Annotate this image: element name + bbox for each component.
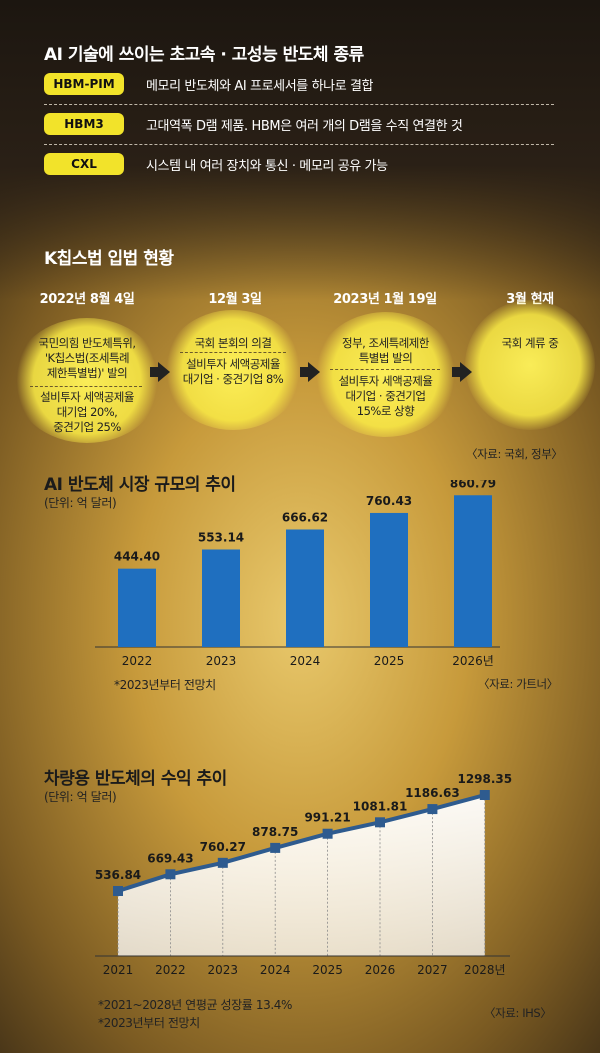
arrow-right-icon <box>452 362 472 382</box>
arrow-right-icon <box>300 362 320 382</box>
line-chart: 536.84 2021 669.43 2022 760.27 2023 878.75 2024… <box>95 772 512 977</box>
line-category-label: 2027 <box>417 963 448 977</box>
timeline-blob-3 <box>313 312 458 437</box>
timeline-blob-1 <box>12 318 162 443</box>
timeline-step3-bottom: 설비투자 세액공제율 대기업 · 중견기업 15%로 상향 <box>338 374 433 418</box>
bar <box>286 529 324 647</box>
line-category-label: 2028년 <box>464 963 506 977</box>
bar-chart: 444.40 2022 553.14 2023 666.62 2024 760.43 2025… <box>95 480 500 668</box>
unit-label: (단위: 억 달러) <box>44 496 117 510</box>
chip-hbm-pim: HBM-PIM <box>44 73 124 95</box>
timeline-blob-2 <box>163 310 303 430</box>
point-value-label: 878.75 <box>252 825 298 839</box>
timeline-step1-bottom: 설비투자 세액공제율 대기업 20%, 중견기업 25% <box>40 390 134 434</box>
line-category-label: 2025 <box>312 963 343 977</box>
point-value-label: 1186.63 <box>405 786 460 800</box>
point-value-label: 536.84 <box>95 868 141 882</box>
data-point <box>427 804 438 815</box>
divider <box>44 104 554 105</box>
point-value-label: 1081.81 <box>353 799 408 813</box>
data-point <box>217 857 228 868</box>
timeline-step4-top: 국회 계류 중 <box>501 336 559 350</box>
divider <box>44 144 554 145</box>
data-point <box>165 869 176 880</box>
timeline-step2-bottom: 설비투자 세액공제율 대기업 · 중견기업 8% <box>182 357 284 386</box>
divider <box>180 352 286 353</box>
divider <box>30 386 142 387</box>
bar-value-label: 666.62 <box>282 510 328 524</box>
point-value-label: 1298.35 <box>457 772 512 786</box>
forecast-note: *2023년부터 전망치 <box>114 678 216 692</box>
point-value-label: 669.43 <box>147 851 193 865</box>
timeline-date-1: 2022년 8월 4일 <box>39 292 135 307</box>
bar-value-label: 553.14 <box>198 530 244 544</box>
chip-cxl: CXL <box>44 153 124 175</box>
timeline-step3-top: 정부, 조세특례제한 특별법 발의 <box>342 336 429 365</box>
line-category-label: 2023 <box>208 963 239 977</box>
point-value-label: 991.21 <box>304 811 350 825</box>
bar-value-label: 444.40 <box>114 550 160 564</box>
bar <box>370 512 408 647</box>
section4-title: 차량용 반도체의 수익 추이 <box>44 769 227 789</box>
data-point <box>113 886 123 896</box>
bar <box>118 568 156 647</box>
line-category-label: 2026 <box>365 963 396 977</box>
source-note: 〈자료: 가트너〉 <box>478 677 558 691</box>
series-line <box>117 793 486 893</box>
timeline-date-3: 2023년 1월 19일 <box>333 292 437 307</box>
header-dark-band <box>0 0 600 300</box>
line-category-label: 2022 <box>155 963 186 977</box>
line-category-label: 2024 <box>260 963 291 977</box>
data-point <box>375 817 385 828</box>
chip-row-2: HBM3 고대역폭 D램 제품. HBM은 여러 개의 D램을 수직 연결한 것 <box>44 104 554 144</box>
chip-hbm3: HBM3 <box>44 113 124 135</box>
growth-note: *2021~2028년 연평균 성장률 13.4% <box>98 998 292 1012</box>
bar-value-label: 760.43 <box>366 494 412 508</box>
data-point <box>479 790 490 800</box>
bar <box>202 549 240 647</box>
bar-category-label: 2022 <box>122 654 153 668</box>
data-point <box>270 842 281 853</box>
chip-desc-2: 고대역폭 D램 제품. HBM은 여러 개의 D램을 수직 연결한 것 <box>146 118 463 134</box>
bar-category-label: 2025 <box>374 654 405 668</box>
chip-row-1: HBM-PIM 메모리 반도체와 AI 프로세서를 하나로 결합 <box>44 64 554 104</box>
bar-category-label: 2024 <box>290 654 321 668</box>
source-note: 〈자료: IHS〉 <box>484 1006 552 1020</box>
timeline-date-2: 12월 3일 <box>208 292 262 307</box>
forecast-note: *2023년부터 전망치 <box>98 1016 200 1030</box>
timeline-blob-4 <box>465 300 595 430</box>
section1-title: AI 기술에 쓰이는 초고속 · 고성능 반도체 종류 <box>44 45 364 65</box>
line-category-label: 2021 <box>103 963 134 977</box>
divider <box>330 369 440 370</box>
bar-value-label: 860.79 <box>450 480 496 490</box>
arrow-right-icon <box>150 362 170 382</box>
timeline-step2-top: 국회 본회의 의결 <box>194 336 272 350</box>
section3-title: AI 반도체 시장 규모의 추이 <box>44 475 236 495</box>
chip-row-3: CXL 시스템 내 여러 장치와 통신 · 메모리 공유 가능 <box>44 144 554 184</box>
section2-title: K칩스법 입법 현황 <box>44 249 174 269</box>
source-note: 〈자료: 국회, 정부〉 <box>466 447 563 461</box>
bar <box>454 495 492 647</box>
data-point <box>322 828 333 839</box>
unit-label: (단위: 억 달러) <box>44 790 117 804</box>
line-area <box>118 795 485 956</box>
chip-desc-3: 시스템 내 여러 장치와 통신 · 메모리 공유 가능 <box>146 158 388 174</box>
point-value-label: 760.27 <box>200 840 246 854</box>
timeline-step1-top: 국민의힘 반도체특위, 'K칩스법(조세특례 제한특별법)' 발의 <box>38 336 136 380</box>
bar-category-label: 2023 <box>206 654 237 668</box>
bar-category-label: 2026년 <box>452 654 494 668</box>
chip-desc-1: 메모리 반도체와 AI 프로세서를 하나로 결합 <box>146 78 374 94</box>
